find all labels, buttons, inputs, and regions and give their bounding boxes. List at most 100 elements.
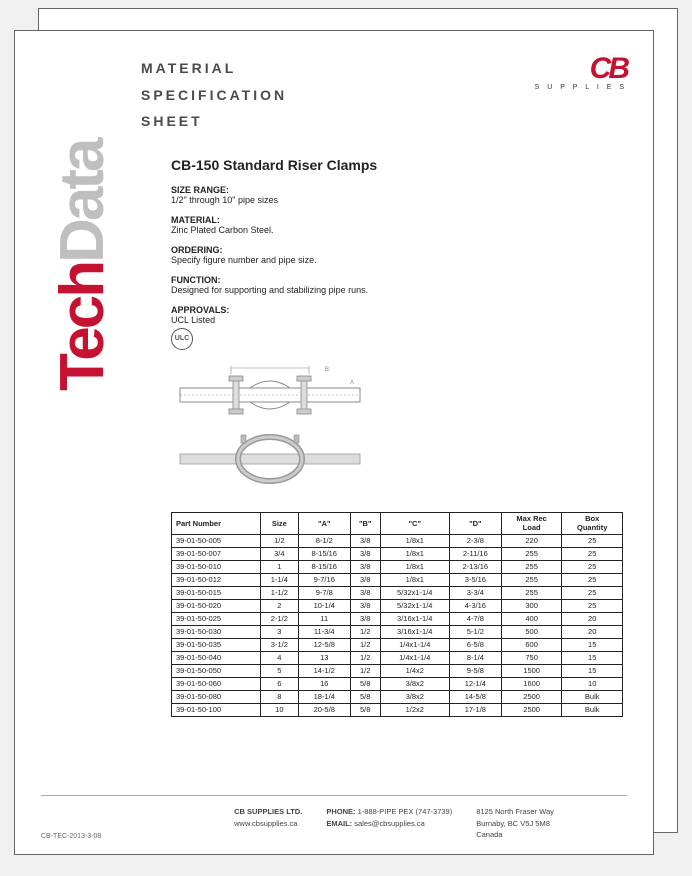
table-cell: 5 <box>260 664 298 677</box>
table-cell: Bulk <box>562 703 623 716</box>
table-cell: 3-1/2 <box>260 638 298 651</box>
size-range-label: SIZE RANGE: <box>171 185 627 195</box>
table-row: 39-01-50-0353-1/212-5/81/21/4x1-1/46-5/8… <box>172 638 623 651</box>
table-row: 39-01-50-0252-1/2113/83/16x1-1/44-7/8400… <box>172 612 623 625</box>
table-cell: 39-01-50-050 <box>172 664 261 677</box>
table-cell: 17-1/8 <box>449 703 501 716</box>
logo-cb-text: CB <box>535 55 627 82</box>
svg-text:A: A <box>350 380 354 386</box>
ordering-label: ORDERING: <box>171 245 627 255</box>
table-cell: 5/32x1-1/4 <box>380 599 449 612</box>
table-cell: 1/8x1 <box>380 560 449 573</box>
table-cell: 13 <box>298 651 350 664</box>
spec-material: MATERIAL: Zinc Plated Carbon Steel. <box>171 215 627 235</box>
cb-logo: CB S U P P L I E S <box>535 55 627 91</box>
table-cell: 10 <box>562 677 623 690</box>
table-cell: 2-13/16 <box>449 560 501 573</box>
table-cell: 15 <box>562 638 623 651</box>
table-cell: 39-01-50-010 <box>172 560 261 573</box>
table-cell: 3/8 <box>350 586 380 599</box>
table-cell: 3-3/4 <box>449 586 501 599</box>
table-cell: 3/4 <box>260 547 298 560</box>
table-cell: 39-01-50-005 <box>172 534 261 547</box>
table-cell: 1/2 <box>350 651 380 664</box>
table-cell: 8-15/16 <box>298 547 350 560</box>
title-line1: MATERIAL <box>141 55 287 82</box>
function-label: FUNCTION: <box>171 275 627 285</box>
table-cell: 3/16x1-1/4 <box>380 612 449 625</box>
table-cell: 4-7/8 <box>449 612 501 625</box>
table-cell: 3/8 <box>350 534 380 547</box>
table-cell: 5-1/2 <box>449 625 501 638</box>
table-cell: 39-01-50-100 <box>172 703 261 716</box>
ordering-value: Specify figure number and pipe size. <box>171 255 627 265</box>
table-header-cell: "D" <box>449 512 501 534</box>
table-header-cell: "B" <box>350 512 380 534</box>
title-line2: SPECIFICATION <box>141 82 287 109</box>
table-cell: 14-1/2 <box>298 664 350 677</box>
approvals-label: APPROVALS: <box>171 305 627 315</box>
spec-ordering: ORDERING: Specify figure number and pipe… <box>171 245 627 265</box>
table-cell: 25 <box>562 560 623 573</box>
table-cell: 25 <box>562 573 623 586</box>
table-row: 39-01-50-050514-1/21/21/4x29-5/8150015 <box>172 664 623 677</box>
table-cell: 39-01-50-025 <box>172 612 261 625</box>
table-cell: 39-01-50-035 <box>172 638 261 651</box>
table-cell: 25 <box>562 599 623 612</box>
clamp-front-view-icon <box>175 432 365 487</box>
table-cell: 3/8 <box>350 573 380 586</box>
table-cell: 20 <box>562 625 623 638</box>
table-cell: 39-01-50-020 <box>172 599 261 612</box>
table-cell: 39-01-50-040 <box>172 651 261 664</box>
table-cell: 39-01-50-080 <box>172 690 261 703</box>
table-cell: 25 <box>562 547 623 560</box>
table-cell: 1/8x1 <box>380 534 449 547</box>
product-title: CB-150 Standard Riser Clamps <box>171 157 627 173</box>
table-cell: 11-3/4 <box>298 625 350 638</box>
clamp-diagram: B A <box>175 364 365 494</box>
table-cell: 3/16x1-1/4 <box>380 625 449 638</box>
table-cell: 10 <box>260 703 298 716</box>
table-cell: 255 <box>501 547 562 560</box>
table-cell: 6-5/8 <box>449 638 501 651</box>
table-row: 39-01-50-0404131/21/4x1-1/48-1/475015 <box>172 651 623 664</box>
function-value: Designed for supporting and stabilizing … <box>171 285 627 295</box>
sheet-title: MATERIAL SPECIFICATION SHEET <box>141 55 287 135</box>
table-row: 39-01-50-0073/48-15/163/81/8x12-11/16255… <box>172 547 623 560</box>
table-cell: 9-7/16 <box>298 573 350 586</box>
document-code: CB-TEC-2013-3-08 <box>41 833 101 840</box>
table-cell: 4 <box>260 651 298 664</box>
table-cell: 220 <box>501 534 562 547</box>
table-row: 39-01-50-030311-3/41/23/16x1-1/45-1/2500… <box>172 625 623 638</box>
logo-sub-text: S U P P L I E S <box>535 84 627 91</box>
table-body: 39-01-50-0051/28-1/23/81/8x12-3/82202539… <box>172 534 623 716</box>
table-cell: 255 <box>501 560 562 573</box>
table-cell: 1/2 <box>350 625 380 638</box>
table-cell: 750 <box>501 651 562 664</box>
table-cell: 255 <box>501 586 562 599</box>
table-row: 39-01-50-1001020-5/85/81/2x217-1/82500Bu… <box>172 703 623 716</box>
table-row: 39-01-50-0121-1/49-7/163/81/8x13-5/16255… <box>172 573 623 586</box>
table-cell: 14-5/8 <box>449 690 501 703</box>
table-cell: Bulk <box>562 690 623 703</box>
footer-contact-col: PHONE: 1-888-PIPE PEX (747-3739) EMAIL: … <box>326 806 452 840</box>
svg-text:B: B <box>325 367 329 373</box>
table-cell: 20-5/8 <box>298 703 350 716</box>
table-header-cell: BoxQuantity <box>562 512 623 534</box>
table-cell: 8-15/16 <box>298 560 350 573</box>
header-row: MATERIAL SPECIFICATION SHEET CB S U P P … <box>41 55 627 135</box>
table-cell: 20 <box>562 612 623 625</box>
table-cell: 16 <box>298 677 350 690</box>
footer-address-col: 8125 North Fraser Way Burnaby, BC V5J 5M… <box>476 806 554 840</box>
website: www.cbsupplies.ca <box>234 818 302 829</box>
table-cell: 5/32x1-1/4 <box>380 586 449 599</box>
table-header-cell: "C" <box>380 512 449 534</box>
table-cell: 25 <box>562 586 623 599</box>
table-cell: 5/8 <box>350 690 380 703</box>
addr-line3: Canada <box>476 829 554 840</box>
footer-company-col: CB SUPPLIES LTD. www.cbsupplies.ca <box>234 806 302 840</box>
email-label: EMAIL: <box>326 819 352 828</box>
table-cell: 3/8 <box>350 599 380 612</box>
table-head: Part NumberSize"A""B""C""D"Max RecLoadBo… <box>172 512 623 534</box>
table-cell: 2-3/8 <box>449 534 501 547</box>
